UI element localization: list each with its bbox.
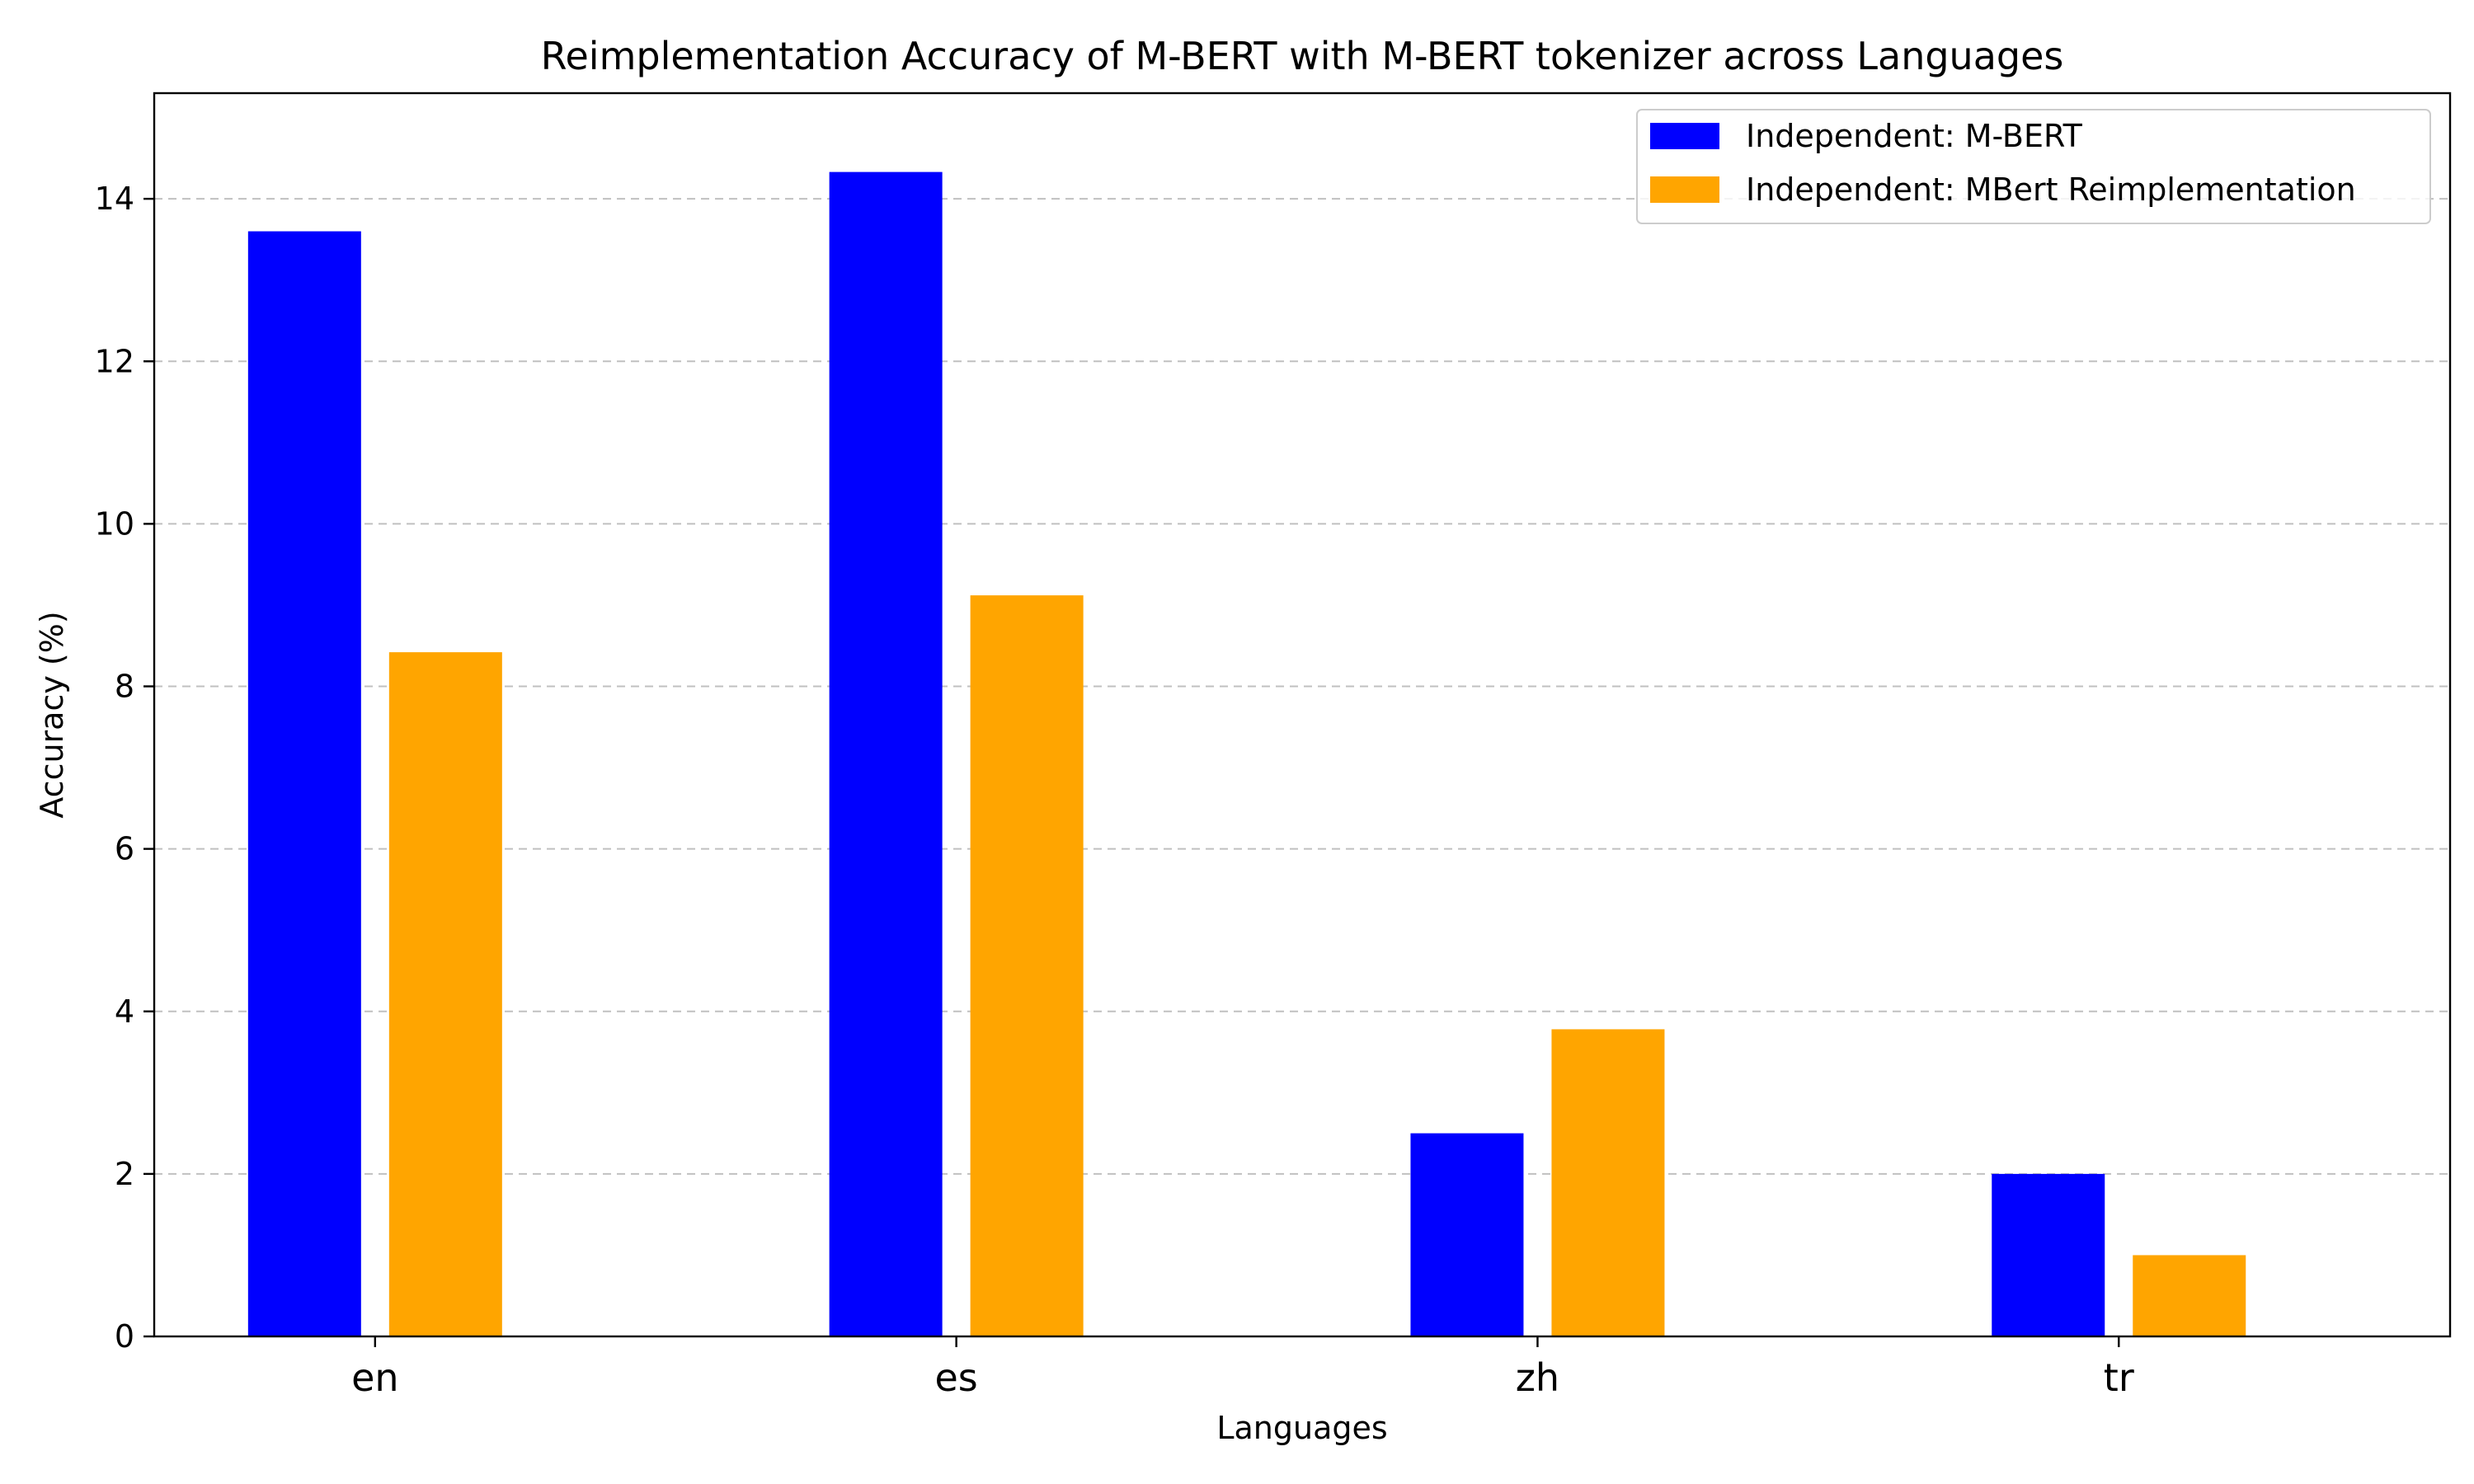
y-tick-label: 10	[95, 505, 134, 542]
legend-frame	[1636, 109, 2431, 224]
bar-en-series-1	[247, 231, 361, 1336]
legend-label: Independent: MBert Reimplementation	[1746, 171, 2356, 208]
legend-swatch	[1650, 176, 1719, 203]
y-tick-label: 0	[115, 1318, 134, 1355]
y-tick-label: 14	[95, 181, 134, 217]
bar-zh-series-2	[1551, 1029, 1665, 1336]
plot-frame	[153, 92, 2452, 1338]
bar-en-series-2	[388, 652, 502, 1336]
chart-title: Reimplementation Accuracy of M-BERT with…	[541, 34, 2064, 78]
y-axis: 0 2 4 6 8 10 12 14	[95, 181, 154, 1355]
x-tick-label: zh	[1516, 1355, 1559, 1400]
gridlines	[154, 198, 2450, 1175]
x-tick-label: es	[934, 1355, 977, 1400]
bar-tr-series-1	[1992, 1173, 2105, 1336]
bars	[247, 171, 2246, 1336]
y-tick-label: 2	[115, 1156, 134, 1192]
y-tick-label: 4	[115, 993, 134, 1030]
bar-zh-series-1	[1410, 1133, 1524, 1336]
bar-es-series-2	[970, 595, 1084, 1336]
x-tick-label: en	[351, 1355, 398, 1400]
y-tick-label: 8	[115, 669, 134, 705]
bar-es-series-1	[829, 171, 943, 1336]
y-axis-label: Accuracy (%)	[34, 611, 70, 818]
legend: Independent: M-BERT Independent: MBert Re…	[1636, 109, 2431, 224]
legend-swatch	[1650, 123, 1719, 149]
y-tick-label: 6	[115, 831, 134, 867]
bar-tr-series-2	[2133, 1255, 2246, 1336]
x-axis-label: Languages	[1216, 1410, 1387, 1446]
legend-label: Independent: M-BERT	[1746, 118, 2083, 154]
y-tick-label: 12	[95, 343, 134, 379]
x-axis: en es zh tr	[351, 1336, 2134, 1400]
x-tick-label: tr	[2104, 1355, 2134, 1400]
